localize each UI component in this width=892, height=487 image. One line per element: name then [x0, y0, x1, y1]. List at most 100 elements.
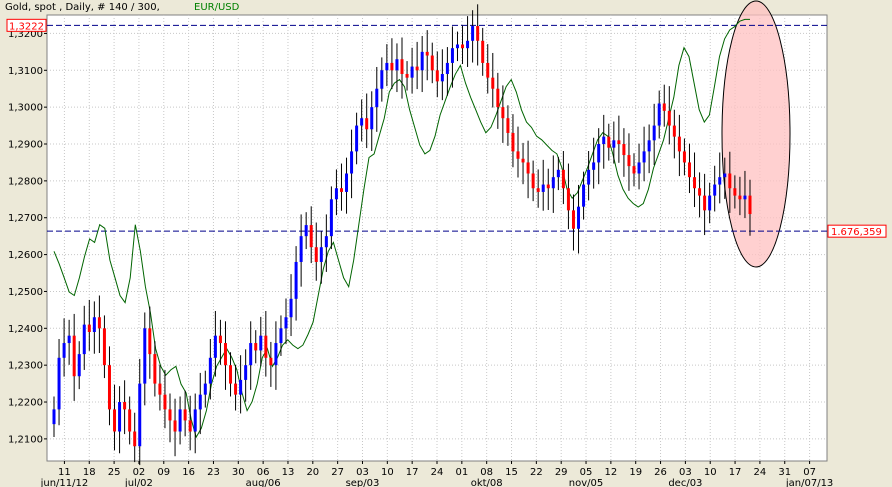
x-tick-label: 31: [778, 467, 791, 478]
candle-down: [218, 335, 222, 344]
candle-up: [82, 324, 86, 355]
candle-up: [274, 343, 278, 366]
candle-down: [561, 169, 565, 189]
candle-down: [748, 195, 752, 215]
candle-down: [153, 354, 157, 384]
candle-down: [425, 51, 429, 56]
candle-up: [279, 328, 283, 344]
upper-value-badge: 1,3222: [9, 21, 44, 32]
candle-up: [395, 59, 399, 71]
x-month-label: jul/02: [124, 478, 153, 487]
candle-up: [203, 383, 207, 395]
candle-down: [461, 44, 465, 49]
left-tick-label: 1,2600: [8, 250, 43, 261]
x-tick-label: 03: [356, 467, 369, 478]
candle-down: [687, 162, 691, 178]
candle-up: [289, 298, 293, 318]
left-tick-label: 1,2800: [8, 176, 43, 187]
candle-up: [647, 140, 651, 152]
candle-down: [254, 343, 258, 351]
candle-up: [718, 177, 722, 185]
candle-up: [450, 48, 454, 63]
candle-up: [587, 169, 591, 185]
left-tick-label: 1,3000: [8, 103, 43, 114]
upper-value-badge-box: [6, 18, 47, 32]
candle-down: [314, 247, 318, 262]
candle-up: [239, 379, 243, 395]
candle-up: [350, 151, 354, 174]
x-tick-label: 03: [679, 467, 692, 478]
candle-up: [385, 62, 389, 71]
candle-up: [370, 107, 374, 130]
candle-up: [708, 195, 712, 211]
left-tick-label: 1,3200: [8, 29, 43, 40]
candle-up: [657, 103, 661, 126]
x-month-label: sep/03: [346, 478, 380, 487]
candle-up: [455, 44, 459, 49]
candle-down: [546, 184, 550, 189]
candle-down: [566, 188, 570, 211]
candle-up: [324, 236, 328, 248]
x-tick-label: 06: [257, 467, 270, 478]
candle-down: [627, 155, 631, 167]
candle-up: [52, 409, 56, 425]
candle-up: [743, 195, 747, 200]
chart-title: Gold, spot , Daily, # 140 / 300,: [5, 2, 160, 13]
candle-down: [506, 118, 510, 133]
candle-down: [163, 394, 167, 410]
candle-up: [380, 70, 384, 89]
candle-up: [637, 162, 641, 174]
x-tick-label: 27: [331, 467, 344, 478]
candle-down: [365, 118, 369, 130]
candle-up: [138, 383, 142, 447]
candle-down: [173, 420, 177, 432]
candle-up: [713, 184, 717, 196]
candle-down: [682, 151, 686, 163]
x-month-label: jan/07/13: [785, 478, 833, 487]
candle-up: [259, 335, 263, 351]
x-tick-label: 20: [306, 467, 319, 478]
candle-up: [57, 357, 61, 410]
candle-down: [677, 136, 681, 152]
candle-down: [123, 402, 127, 410]
candle-down: [728, 173, 732, 189]
candle-down: [415, 66, 419, 71]
candle-down: [662, 103, 666, 111]
candle-up: [299, 236, 303, 262]
candle-up: [592, 162, 596, 170]
candle-up: [345, 173, 349, 192]
candle-down: [733, 188, 737, 196]
candle-up: [602, 136, 606, 145]
candle-down: [481, 40, 485, 63]
candle-up: [77, 354, 81, 377]
candle-up: [471, 26, 475, 41]
candle-up: [410, 66, 414, 78]
candle-up: [62, 343, 66, 358]
highlight-ellipse-layer: [721, 0, 791, 268]
candle-down: [607, 136, 611, 148]
candle-up: [143, 328, 147, 384]
candle-up: [244, 365, 248, 380]
left-tick-label: 1,2700: [8, 213, 43, 224]
x-tick-label: 16: [182, 467, 195, 478]
candle-up: [577, 206, 581, 229]
candle-down: [390, 62, 394, 71]
candle-down: [531, 173, 535, 189]
candle-up: [375, 88, 379, 108]
x-tick-label: 24: [754, 467, 767, 478]
candle-up: [67, 335, 71, 344]
candle-down: [571, 210, 575, 229]
candle-up: [612, 140, 616, 148]
x-tick-label: 05: [580, 467, 593, 478]
x-tick-label: 30: [232, 467, 245, 478]
x-month-label: nov/05: [569, 478, 603, 487]
candle-down: [491, 77, 495, 89]
x-tick-label: 19: [629, 467, 642, 478]
candle-up: [198, 394, 202, 410]
candle-up: [360, 118, 364, 126]
candle-up: [652, 125, 656, 141]
x-month-label: dec/03: [668, 478, 702, 487]
candle-up: [294, 261, 298, 299]
left-tick-label: 1,2500: [8, 287, 43, 298]
candle-up: [420, 51, 424, 71]
